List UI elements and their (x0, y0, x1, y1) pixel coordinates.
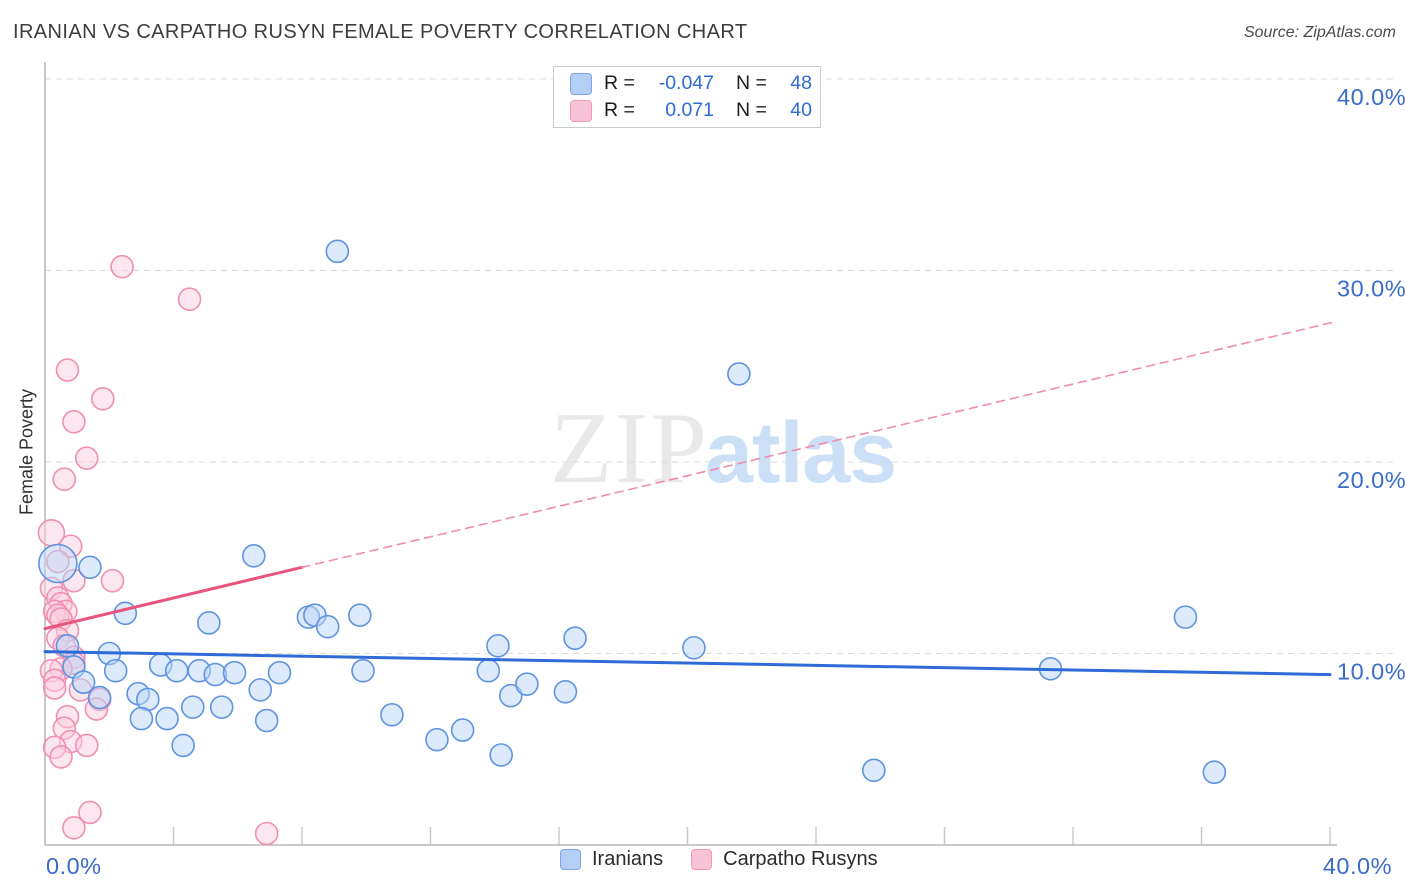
data-point-carpatho-rusyns (100, 568, 125, 593)
y-axis-title: Female Poverty (16, 388, 37, 516)
data-point-iranians (164, 658, 189, 683)
data-point-carpatho-rusyns (110, 254, 134, 279)
stats-legend-box: R = -0.047 N = 48 R = 0.071 N = 40 (553, 66, 821, 128)
n-label: N = (736, 99, 767, 121)
data-point-iranians (351, 658, 375, 683)
carpatho-rusyns-legend-label: Carpatho Rusyns (723, 848, 878, 870)
source-attribution: Source: ZipAtlas.com (1243, 24, 1396, 41)
n-label: N = (736, 72, 767, 94)
data-point-iranians (87, 685, 112, 710)
y-tick-label: 30.0% (1337, 276, 1406, 302)
data-point-carpatho-rusyns (49, 745, 73, 769)
iranians-legend-swatch-icon (560, 849, 581, 870)
data-point-iranians (1173, 605, 1198, 629)
data-point-iranians (103, 658, 128, 683)
iranians-legend-label: Iranians (592, 848, 664, 870)
y-tick-label: 10.0% (1337, 659, 1406, 685)
data-point-iranians (515, 672, 539, 696)
y-tick-label: 40.0% (1337, 84, 1406, 110)
chart-title: IRANIAN VS CARPATHO RUSYN FEMALE POVERTY… (13, 21, 748, 43)
data-point-iranians (129, 706, 154, 731)
n-value-iranians: 48 (790, 72, 812, 94)
data-point-iranians (450, 718, 475, 742)
data-point-iranians (78, 555, 102, 580)
trend-line-carpatho-rusyns-extrapolated (301, 321, 1335, 569)
data-point-carpatho-rusyns (55, 358, 80, 382)
data-point-iranians (489, 743, 513, 767)
data-point-iranians (486, 634, 510, 658)
carpatho-rusyns-legend-swatch-icon (691, 849, 713, 870)
data-point-iranians (209, 695, 234, 719)
x-min-label: 0.0% (46, 853, 102, 879)
data-point-iranians (380, 702, 404, 727)
data-point-iranians (862, 758, 886, 783)
trend-line-carpatho-rusyns (43, 565, 304, 631)
data-point-iranians (242, 544, 266, 568)
data-point-iranians (682, 635, 706, 660)
watermark-atlas-text: atlas (705, 405, 897, 501)
zipatlas-watermark: ZIPatlas (550, 398, 897, 501)
data-point-iranians (248, 678, 273, 702)
data-point-iranians (71, 670, 96, 695)
iranians-swatch-icon (570, 72, 592, 95)
stats-row-iranians: R = -0.047 N = 48 (554, 72, 820, 95)
watermark-zip-text: ZIP (550, 392, 709, 505)
n-value-carpatho-rusyns: 40 (790, 99, 812, 121)
data-point-iranians (1202, 760, 1227, 785)
r-label: R = (604, 72, 635, 94)
data-point-carpatho-rusyns (91, 387, 115, 411)
r-value-iranians: -0.047 (658, 72, 714, 94)
data-point-iranians (197, 611, 221, 635)
trend-line-iranians (43, 650, 1332, 677)
data-point-iranians (38, 543, 78, 584)
data-point-iranians (553, 679, 578, 704)
data-point-iranians (171, 733, 195, 758)
data-point-carpatho-rusyns (254, 821, 279, 846)
stats-row-carpatho-rusyns: R = 0.071 N = 40 (554, 99, 820, 122)
data-point-iranians (476, 658, 501, 683)
y-tick-label: 20.0% (1337, 467, 1406, 493)
data-point-iranians (499, 683, 523, 708)
data-point-iranians (267, 660, 292, 685)
data-point-carpatho-rusyns (177, 287, 202, 312)
data-point-iranians (315, 614, 340, 639)
r-value-carpatho-rusyns: 0.071 (665, 99, 714, 121)
data-point-iranians (155, 706, 179, 731)
data-point-iranians (348, 603, 372, 628)
data-point-carpatho-rusyns (42, 676, 67, 700)
data-point-carpatho-rusyns (74, 733, 99, 758)
data-point-iranians (425, 727, 449, 752)
data-point-carpatho-rusyns (52, 467, 77, 492)
data-point-carpatho-rusyns (62, 815, 86, 840)
data-point-iranians (727, 362, 751, 386)
data-point-iranians (254, 708, 279, 733)
series-legend: Iranians Carpatho Rusyns (560, 848, 878, 871)
data-point-carpatho-rusyns (74, 446, 99, 470)
data-point-carpatho-rusyns (62, 409, 86, 434)
data-point-carpatho-rusyns (78, 800, 102, 825)
carpatho-rusyns-swatch-icon (570, 99, 592, 122)
x-max-label: 40.0% (1323, 853, 1392, 879)
data-point-iranians (563, 626, 587, 650)
r-label: R = (604, 99, 635, 121)
data-point-iranians (180, 695, 205, 719)
data-point-iranians (325, 239, 350, 264)
data-point-iranians (113, 601, 138, 626)
data-point-iranians (222, 660, 247, 685)
